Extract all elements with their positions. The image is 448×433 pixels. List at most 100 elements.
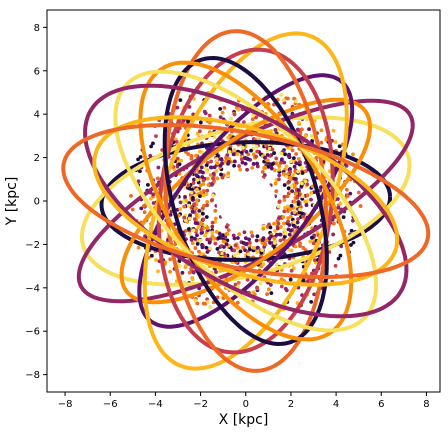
orbit-point [204, 163, 209, 168]
orbit-point [136, 179, 141, 184]
orbit-point [282, 228, 287, 232]
orbit-point [149, 144, 154, 149]
orbit-loop [83, 83, 409, 319]
orbit-point [207, 113, 212, 118]
orbit-point [237, 232, 242, 237]
orbit-point [136, 157, 140, 162]
orbit-point [198, 194, 202, 199]
orbit-point [279, 284, 284, 289]
y-tick-label: 6 [34, 66, 40, 77]
orbit-point [288, 207, 293, 212]
orbit-point [283, 152, 288, 157]
orbit-point [190, 277, 195, 282]
y-axis: −8 −6 −4 −2 0 2 4 6 8 [25, 23, 47, 381]
orbit-point [154, 134, 158, 139]
orbit-point [239, 157, 244, 162]
orbit-point [205, 299, 210, 304]
orbit-point [168, 212, 173, 217]
orbit-point [272, 168, 277, 173]
orbit-point [242, 241, 247, 246]
orbit-point [294, 161, 299, 166]
orbit-point [190, 209, 195, 214]
orbit-point [130, 207, 135, 212]
orbit-point [244, 236, 248, 241]
orbit-point [294, 181, 299, 185]
orbit-point [208, 305, 213, 309]
y-tick-label: −8 [25, 370, 40, 381]
orbit-point [265, 292, 269, 297]
orbit-point [192, 202, 197, 207]
orbit-point [154, 258, 158, 262]
orbit-point [194, 153, 198, 158]
orbit-point [286, 96, 290, 101]
orbit-point [288, 170, 293, 174]
orbit-point [282, 209, 287, 214]
x-axis: −8 −6 −4 −2 0 2 4 6 8 [58, 392, 430, 410]
orbit-point [293, 225, 297, 229]
x-tick-label: 2 [288, 399, 294, 410]
orbit-point [279, 157, 284, 162]
orbit-point [200, 211, 205, 216]
orbit-point [199, 228, 204, 232]
orbit-point [177, 126, 182, 131]
orbit-point [274, 156, 279, 161]
orbit-point [310, 134, 314, 139]
orbit-point [272, 241, 277, 245]
orbit-point [178, 98, 183, 103]
orbit-point [336, 256, 341, 261]
orbit-point [288, 277, 293, 282]
orbit-point [208, 173, 213, 177]
orbit-point [245, 277, 250, 282]
orbit-point [182, 204, 187, 209]
orbit-point [194, 213, 199, 218]
orbit-point [291, 173, 296, 177]
orbit-point [183, 218, 188, 223]
x-tick-label: −8 [58, 399, 73, 410]
y-axis-title: Y [kpc] [4, 177, 20, 227]
orbit-point [192, 236, 197, 241]
orbit-point [204, 192, 209, 197]
orbit-point [195, 301, 200, 306]
orbit-point [205, 237, 210, 242]
orbit-point [296, 188, 301, 193]
orbit-point [155, 176, 160, 181]
orbit-point [198, 220, 203, 225]
orbit-point [308, 239, 313, 244]
orbit-point [236, 280, 241, 285]
orbit-point [312, 258, 317, 263]
orbit-point [292, 220, 297, 225]
orbit-point [284, 288, 289, 293]
orbit-point [151, 201, 156, 205]
orbit-point [218, 106, 223, 111]
orbit-point [292, 210, 297, 215]
orbit-point [289, 203, 294, 208]
orbit-point [187, 216, 192, 221]
orbit-point [231, 152, 236, 157]
orbit-point [213, 208, 218, 213]
orbit-point [203, 223, 208, 228]
orbit-point [272, 244, 276, 248]
orbit-point [241, 145, 245, 150]
orbit-point [333, 140, 338, 144]
x-tick-label: −4 [148, 399, 163, 410]
orbit-point [233, 243, 238, 248]
orbit-point [270, 147, 275, 152]
orbit-point [281, 215, 286, 219]
orbit-point [189, 237, 194, 242]
orbit-point [177, 263, 182, 268]
orbit-point [254, 115, 258, 120]
orbit-point [255, 164, 260, 169]
orbit-point [298, 160, 302, 165]
orbit-point [260, 238, 265, 242]
orbit-point [200, 245, 205, 250]
orbit-point [261, 262, 266, 267]
orbit-point [285, 194, 290, 199]
orbit-point [226, 228, 231, 232]
orbit-point [180, 270, 185, 275]
orbit-point [148, 153, 153, 158]
orbit-point [199, 231, 204, 235]
orbit-point [195, 221, 200, 226]
orbit-point [215, 161, 220, 166]
orbit-point [168, 257, 173, 262]
orbit-point [351, 218, 355, 223]
